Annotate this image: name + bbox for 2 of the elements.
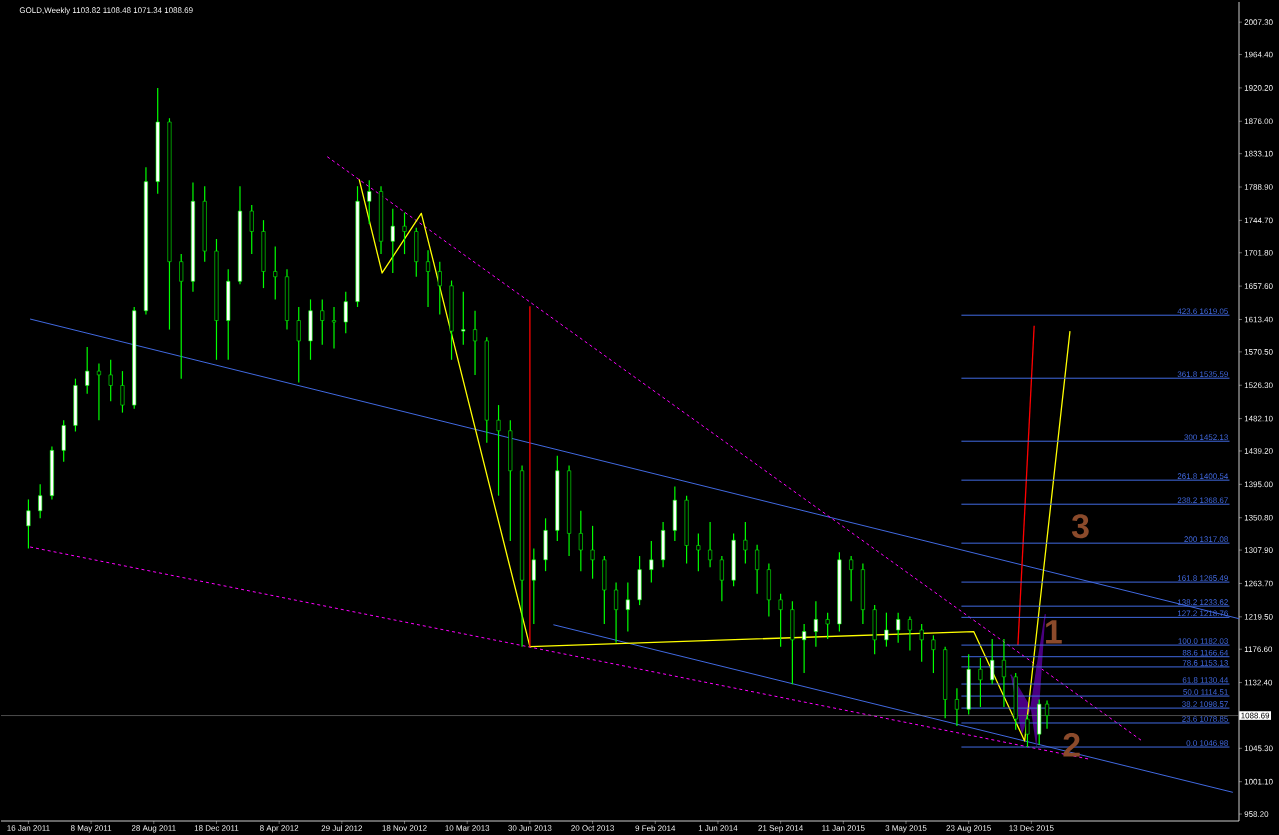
annotation: 3 (1071, 514, 1089, 539)
annotation: 1 (1046, 620, 1062, 644)
